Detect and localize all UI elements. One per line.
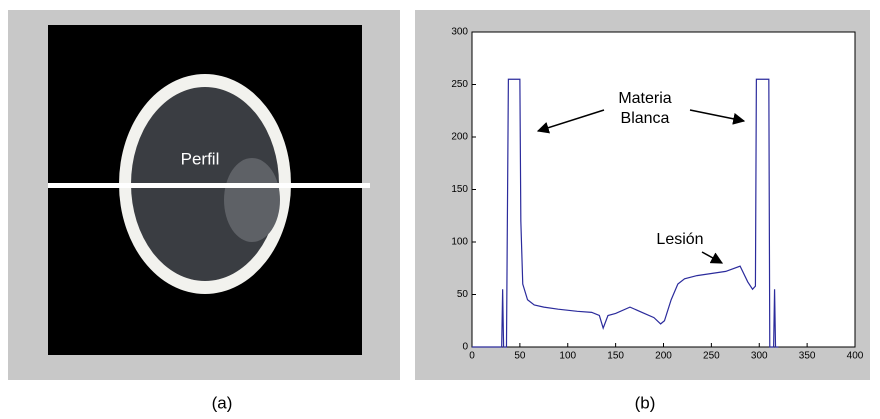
x-tick-label: 150 [607,351,624,362]
plot-area [472,32,855,347]
x-tick-label: 200 [655,351,672,362]
y-tick-label: 250 [451,79,468,90]
lesion [224,158,280,242]
figure: Perfil (a) 0 50 100 150 200 250 300 350 400 0 50 10… [0,0,880,414]
caption-a: (a) [212,393,233,412]
y-tick-label: 150 [451,184,468,195]
profile-line [48,183,370,188]
x-tick-label: 300 [751,351,768,362]
x-tick-label: 350 [799,351,816,362]
x-tick-label: 0 [469,351,475,362]
y-tick-label: 50 [457,289,469,300]
x-tick-label: 100 [559,351,576,362]
y-tick-label: 200 [451,132,468,143]
profile-label: Perfil [181,149,220,168]
y-tick-label: 300 [451,27,468,38]
annotation: Lesión [656,231,703,248]
y-tick-label: 0 [462,342,468,353]
x-tick-label: 50 [514,351,526,362]
x-tick-label: 250 [703,351,720,362]
x-tick-label: 400 [847,351,864,362]
y-tick-label: 100 [451,237,468,248]
caption-b: (b) [635,393,656,412]
